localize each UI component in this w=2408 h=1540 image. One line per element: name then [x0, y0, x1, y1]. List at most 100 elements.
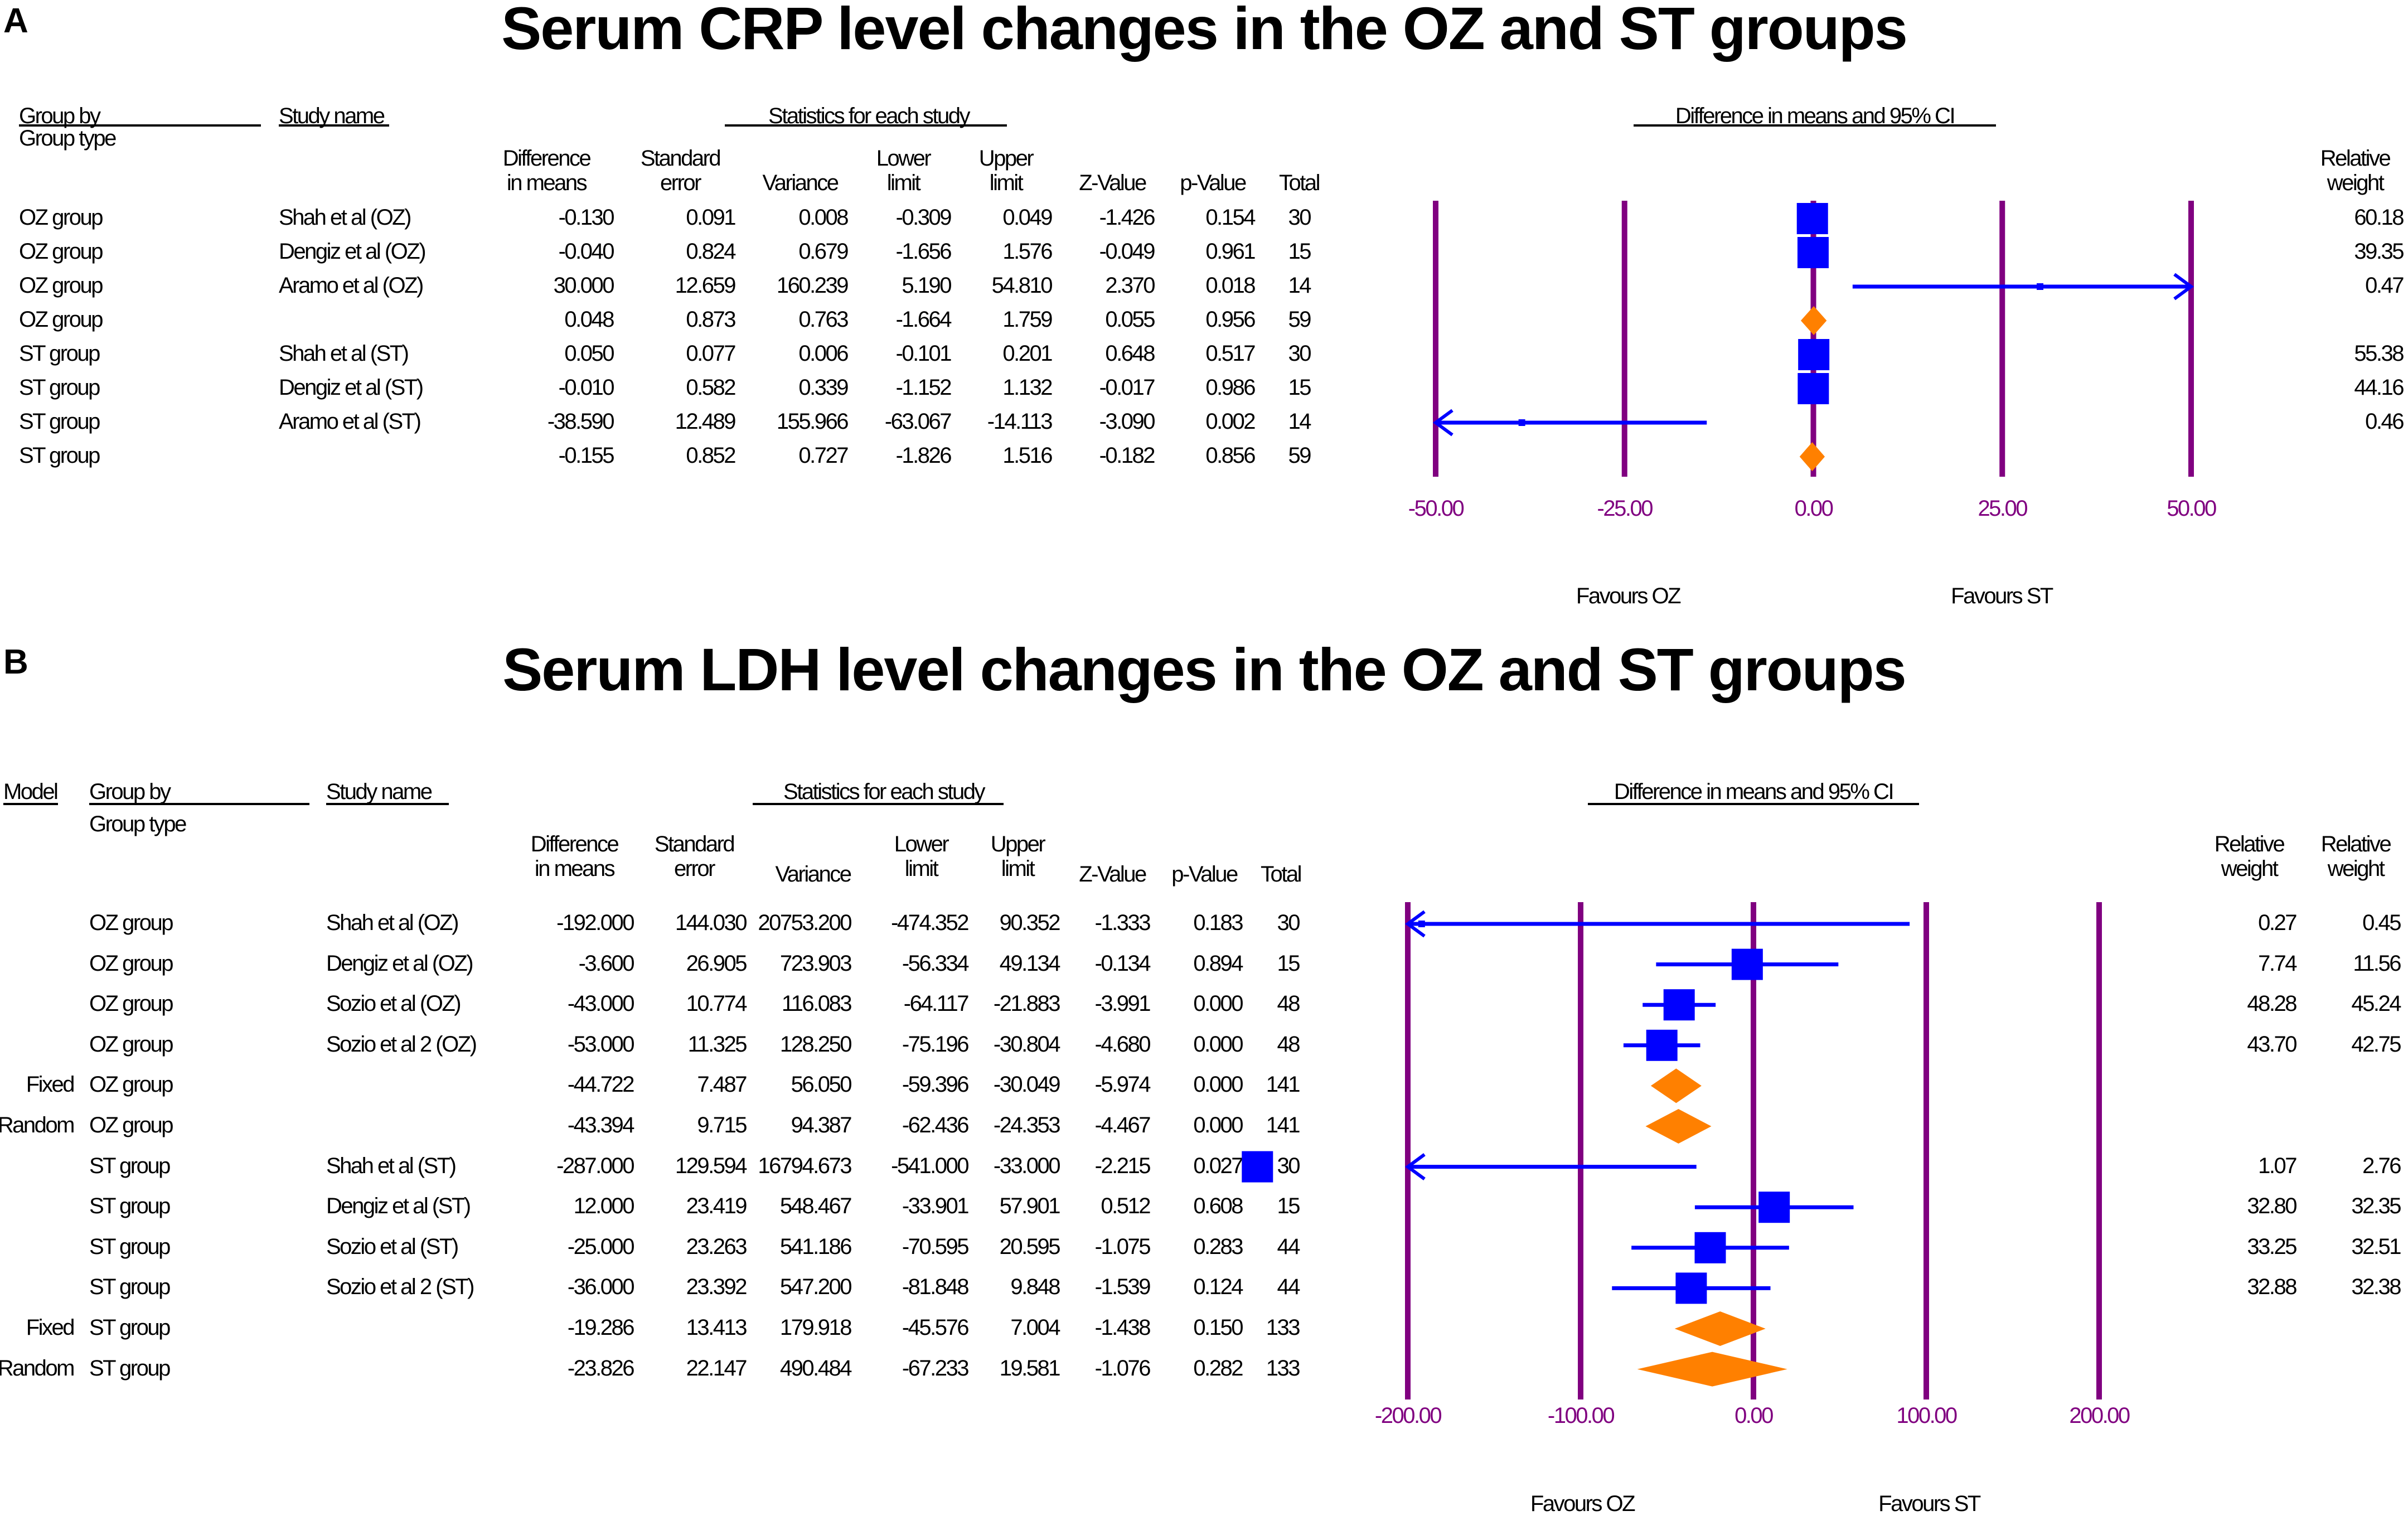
- panela-hdr-stats: Statistics for each study: [768, 104, 970, 128]
- panela-row1-lower: -1.656: [895, 239, 952, 264]
- panelb-row3-group: OZ group: [89, 1031, 173, 1057]
- panelb-row2-study: Sozio et al (OZ): [326, 991, 462, 1016]
- panelb-row2-upper: -21.883: [993, 991, 1061, 1016]
- panelb-row11-var: 490.484: [779, 1355, 852, 1381]
- panela-hdr-p: p-Value: [1180, 171, 1247, 195]
- panelb-tick-label: 200.00: [2069, 1403, 2130, 1428]
- panelb-row6-upper: -33.000: [993, 1153, 1061, 1178]
- panelb-row1-p: 0.894: [1193, 951, 1243, 976]
- panelb-row0-weight2: 0.45: [2362, 911, 2401, 935]
- panelb-row3-se: 11.325: [687, 1031, 748, 1057]
- panelb-row0-upper: 90.352: [999, 911, 1061, 935]
- panelb-row9-diff: -36.000: [567, 1275, 635, 1300]
- panelb-point-row1: [1731, 948, 1763, 980]
- panelb-row4-model: Fixed: [26, 1072, 75, 1097]
- panelb-row4-z: -5.974: [1094, 1072, 1151, 1097]
- panelb-row8-p: 0.283: [1193, 1234, 1243, 1259]
- panela-row7-z: -0.182: [1099, 443, 1156, 468]
- panela-row2-p: 0.018: [1205, 273, 1256, 298]
- panelb-hdr-stats: Statistics for each study: [783, 779, 985, 804]
- panelb-row7-z: 0.512: [1101, 1194, 1151, 1219]
- panelb-row8-se: 23.263: [686, 1234, 748, 1259]
- panela-row4-upper: 0.201: [1002, 341, 1053, 366]
- panelb-hdr-upper-2: limit: [1001, 856, 1035, 881]
- panelb-row3-lower: -75.196: [902, 1031, 970, 1057]
- panela-letter: A: [3, 2, 28, 40]
- panelb-ci-arrow-row0: [1404, 910, 1426, 938]
- panela-row5-group: ST group: [19, 375, 100, 400]
- panelb-hdr-weight-1: Relative: [2214, 832, 2285, 856]
- panela-row3-diff: 0.048: [564, 307, 614, 332]
- panelb-header-rule: [753, 803, 1004, 805]
- panelb-row9-z: -1.539: [1094, 1275, 1151, 1300]
- panela-row2-se: 12.659: [675, 273, 737, 298]
- panela-row5-diff: -0.010: [558, 375, 615, 400]
- panelb-row4-upper: -30.049: [993, 1072, 1061, 1097]
- panelb-row1-diff: -3.600: [578, 951, 635, 976]
- panelb-row3-var: 128.250: [779, 1031, 852, 1057]
- panela-row4-p: 0.517: [1205, 341, 1256, 366]
- panelb-row7-p: 0.608: [1193, 1194, 1243, 1219]
- panela-hdr-group-type: Group type: [19, 126, 117, 151]
- panelb-row10-lower: -45.576: [902, 1315, 970, 1340]
- panela-title: Serum CRP level changes in the OZ and ST…: [501, 0, 1908, 62]
- panelb-row8-weight: 33.25: [2247, 1234, 2297, 1259]
- panela-hdr-var: Variance: [762, 171, 839, 195]
- panelb-point-row3: [1646, 1029, 1678, 1061]
- panela-row1-upper: 1.576: [1002, 239, 1053, 264]
- panelb-row0-var: 20753.200: [758, 911, 852, 935]
- panela-hdr-z: Z-Value: [1079, 171, 1147, 195]
- panela-row4-se: 0.077: [686, 341, 736, 366]
- panela-row7-total: 59: [1288, 443, 1312, 468]
- panelb-row7-lower: -33.901: [902, 1194, 970, 1219]
- panelb-ci-arrow-row6: [1404, 1153, 1426, 1181]
- panela-tick-label: 25.00: [1978, 496, 2027, 521]
- panela-point-row0: [1796, 203, 1828, 234]
- panela-row4-study: Shah et al (ST): [279, 341, 409, 366]
- panelb-row5-upper: -24.353: [993, 1113, 1061, 1137]
- panelb-row10-var: 179.918: [779, 1315, 852, 1340]
- panelb-row0-total: 30: [1277, 911, 1301, 935]
- panela-row3-var: 0.763: [798, 307, 849, 332]
- panela-row5-study: Dengiz et al (ST): [279, 375, 424, 400]
- panelb-row9-group: ST group: [89, 1275, 171, 1300]
- panela-header-rule: [1634, 124, 1996, 127]
- panelb-row1-z: -0.134: [1094, 951, 1151, 976]
- panela-row2-z: 2.370: [1105, 273, 1155, 298]
- panela-row3-p: 0.956: [1205, 307, 1256, 332]
- panelb-row1-lower: -56.334: [902, 951, 970, 976]
- panela-row0-weight: 60.18: [2354, 205, 2404, 230]
- panelb-row2-weight2: 45.24: [2351, 991, 2401, 1016]
- panelb-row7-se: 23.419: [686, 1194, 748, 1219]
- panelb-row4-diff: -44.722: [567, 1072, 635, 1097]
- panela-row3-lower: -1.664: [895, 307, 952, 332]
- panelb-row10-p: 0.150: [1193, 1315, 1243, 1340]
- panelb-row3-upper: -30.804: [993, 1031, 1061, 1057]
- panelb-point-row7: [1758, 1192, 1790, 1223]
- panelb-row6-p: 0.027: [1193, 1153, 1243, 1178]
- panela-tick-label: 0.00: [1795, 496, 1833, 521]
- panelb-hdr-model: Model: [3, 779, 59, 804]
- panelb-tick-label: 100.00: [1896, 1403, 1957, 1428]
- panelb-hdr-lower-1: Lower: [894, 832, 949, 856]
- panelb-row6-se: 129.594: [675, 1153, 748, 1178]
- panelb-row11-lower: -67.233: [902, 1355, 970, 1381]
- panelb-row10-z: -1.438: [1094, 1315, 1151, 1340]
- panela-hdr-upper-2: limit: [989, 171, 1024, 195]
- panela-row4-diff: 0.050: [564, 341, 614, 366]
- panelb-hdr-weight2-2: weight: [2327, 856, 2385, 881]
- panelb-row2-se: 10.774: [686, 991, 748, 1016]
- panelb-tick-label: -200.00: [1375, 1403, 1441, 1428]
- panelb-hdr-group-type: Group type: [89, 812, 187, 836]
- panelb-row1-group: OZ group: [89, 951, 173, 976]
- panelb-hdr-se-2: error: [674, 856, 715, 881]
- panelb-row4-lower: -59.396: [902, 1072, 970, 1097]
- panelb-row0-study: Shah et al (OZ): [326, 911, 459, 935]
- panelb-hdr-upper-1: Upper: [990, 832, 1046, 856]
- panelb-row9-lower: -81.848: [902, 1275, 970, 1300]
- panelb-row8-group: ST group: [89, 1234, 171, 1259]
- panelb-hdr-diff-1: Difference: [530, 832, 619, 856]
- panelb-row8-z: -1.075: [1094, 1234, 1151, 1259]
- panelb-row9-var: 547.200: [779, 1275, 852, 1300]
